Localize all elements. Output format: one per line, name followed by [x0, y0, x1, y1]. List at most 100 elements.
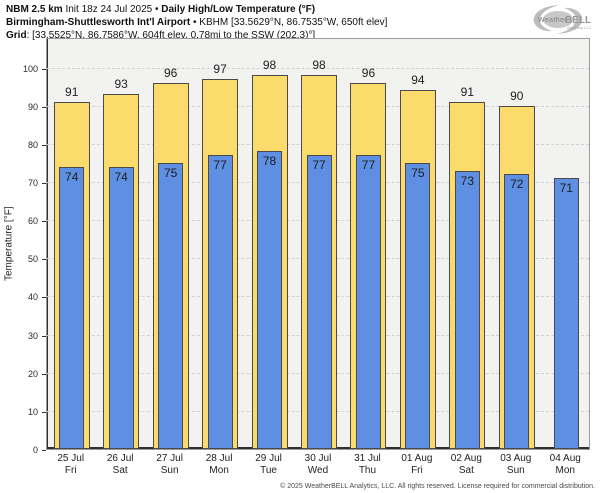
high-value-label: 91 — [65, 84, 79, 99]
product-title: Daily High/Low Temperature (°F) — [161, 4, 316, 15]
grid-info: : [33.5525°N, 86.7586°W, 604ft elev, 0.7… — [26, 30, 316, 41]
low-bar — [454, 170, 480, 449]
high-value-label: 91 — [460, 84, 475, 99]
plot-area: 91 74 93 74 96 75 97 77 98 78 98 77 96 77 94 75 91 73 90 72… — [46, 38, 590, 450]
category-date: 27 Jul — [156, 453, 183, 464]
y-axis: 0 10 20 30 40 50 60 70 80 90 100 — [0, 38, 46, 455]
y-tick-label: 0 — [32, 445, 38, 455]
x-axis-category-label: 30 Jul Wed — [293, 453, 342, 477]
gridline-100 — [47, 67, 589, 69]
low-bar — [59, 166, 85, 449]
low-value-label: 71 — [559, 181, 573, 196]
x-axis-category-label: 27 Jul Sun — [145, 453, 194, 477]
y-tick-mark — [42, 144, 46, 146]
category-day: Sat — [112, 465, 128, 476]
low-value-label: 72 — [510, 177, 524, 192]
x-axis-category-label: 26 Jul Sat — [95, 453, 144, 477]
category-date: 26 Jul — [106, 453, 134, 464]
y-tick-mark — [42, 221, 46, 223]
high-value-label: 94 — [411, 73, 425, 88]
category-date: 04 Aug — [549, 453, 581, 464]
y-tick-mark — [42, 373, 46, 375]
high-value-label: 98 — [312, 58, 326, 73]
y-tick-mark — [42, 297, 46, 299]
low-bar — [504, 174, 530, 449]
y-tick-mark — [42, 259, 46, 261]
init-time: Init 18z 24 Jul 2025 • — [62, 4, 162, 15]
low-value-label: 75 — [163, 165, 178, 180]
high-value-label: 96 — [361, 65, 376, 80]
y-tick-label: 50 — [27, 254, 38, 265]
y-tick-mark — [42, 335, 46, 337]
hurricane-swirl-icon: Weather BELL Analytics LLC — [533, 5, 592, 35]
station-info: • KBHM [33.5629°N, 86.7535°W, 650ft elev… — [190, 17, 388, 28]
low-value-label: 77 — [213, 158, 227, 173]
category-day: Mon — [209, 465, 229, 476]
y-tick-label: 90 — [27, 101, 38, 112]
low-value-label: 77 — [361, 158, 376, 173]
category-date: 25 Jul — [57, 453, 85, 464]
logo-text-bell: BELL — [565, 15, 591, 26]
low-value-label: 74 — [65, 169, 79, 184]
y-tick-mark — [42, 450, 46, 451]
category-day: Fri — [64, 465, 77, 476]
x-axis-category-label: 02 Aug Sat — [442, 453, 491, 477]
low-bar — [108, 166, 134, 449]
low-value-label: 78 — [262, 154, 277, 169]
y-tick-label: 80 — [27, 139, 38, 150]
header-line-2: Birmingham-Shuttlesworth Int'l Airport •… — [6, 16, 387, 29]
y-tick-label: 70 — [27, 177, 38, 188]
x-axis-category-label: 04 Aug Mon — [541, 453, 590, 477]
y-tick-label: 20 — [27, 368, 38, 379]
y-tick-label: 30 — [27, 330, 38, 341]
high-value-label: 96 — [163, 65, 178, 80]
logo-text-analytics: Analytics LLC — [567, 25, 592, 30]
weatherbell-logo: Weather BELL Analytics LLC — [525, 1, 597, 39]
station-name: Birmingham-Shuttlesworth Int'l Airport — [6, 17, 191, 28]
low-bar — [306, 155, 332, 449]
category-day: Tue — [260, 465, 277, 476]
grid-label: Grid — [6, 30, 27, 41]
high-value-label: 93 — [114, 77, 128, 92]
high-value-label: 98 — [262, 58, 277, 73]
low-value-label: 74 — [114, 169, 128, 184]
model-name: NBM 2.5 km — [6, 4, 63, 15]
y-tick-mark — [42, 411, 46, 413]
high-value-label: 97 — [213, 61, 227, 76]
high-value-label: 90 — [510, 88, 524, 103]
category-date: 28 Jul — [205, 453, 233, 464]
y-tick-label: 100 — [22, 63, 38, 74]
x-axis-labels: 25 Jul Fri 26 Jul Sat 27 Jul Sun 28 Jul Mon 29 J… — [46, 453, 590, 479]
y-tick-label: 10 — [27, 406, 38, 417]
category-date: 02 Aug — [450, 453, 482, 464]
low-value-label: 75 — [411, 165, 425, 180]
low-value-label: 77 — [312, 158, 326, 173]
header-line-1: NBM 2.5 km Init 18z 24 Jul 2025 • Daily … — [6, 3, 387, 16]
category-date: 29 Jul — [255, 453, 282, 464]
category-day: Sun — [160, 465, 179, 476]
category-date: 03 Aug — [500, 453, 532, 464]
category-day: Sat — [458, 465, 474, 476]
low-bar — [158, 162, 184, 449]
y-tick-mark — [42, 68, 46, 70]
low-bar — [207, 155, 233, 449]
x-axis-category-label: 03 Aug Sun — [491, 453, 540, 477]
category-day: Sun — [506, 465, 525, 476]
category-date: 30 Jul — [304, 453, 332, 464]
low-bar — [355, 155, 381, 449]
low-value-label: 73 — [460, 173, 475, 188]
chart-header: NBM 2.5 km Init 18z 24 Jul 2025 • Daily … — [6, 3, 387, 42]
copyright-notice: © 2025 WeatherBELL Analytics, LLC. All r… — [280, 483, 595, 490]
y-tick-label: 60 — [27, 216, 38, 227]
x-axis-category-label: 29 Jul Tue — [244, 453, 293, 477]
category-date: 01 Aug — [401, 453, 433, 464]
y-tick-mark — [42, 182, 46, 184]
x-axis-category-label: 25 Jul Fri — [46, 453, 95, 477]
category-day: Thu — [358, 465, 377, 476]
low-bar — [257, 151, 283, 449]
low-bar — [405, 162, 431, 449]
y-axis-spine — [47, 39, 48, 449]
y-tick-label: 40 — [27, 292, 38, 303]
